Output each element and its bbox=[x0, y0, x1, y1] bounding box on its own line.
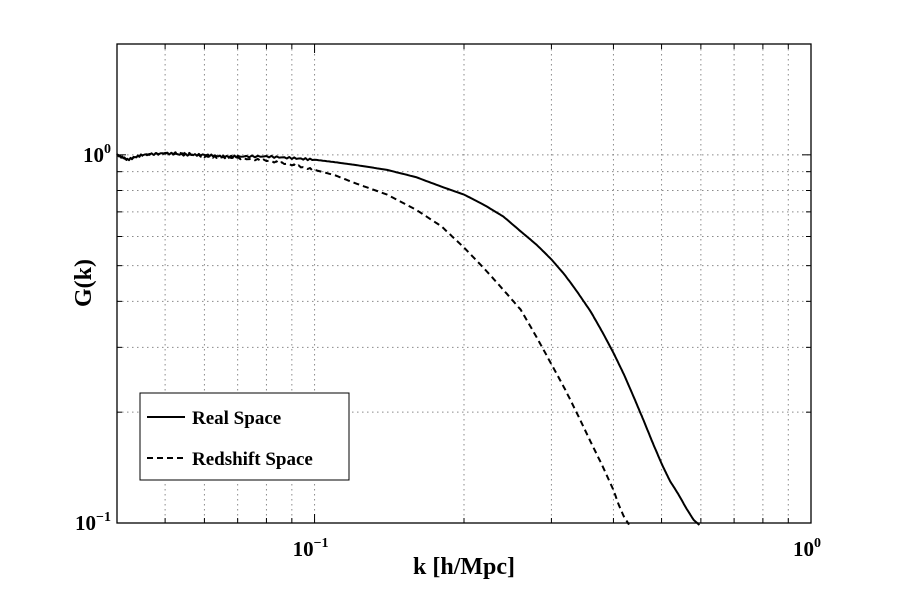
tick-labels: 10−1 100 10−1 100 bbox=[75, 142, 821, 561]
series-layer bbox=[116, 151, 701, 526]
y-tick-label: 10−1 bbox=[75, 510, 111, 535]
x-tick-label: 100 bbox=[793, 536, 821, 561]
x-tick-label: 10−1 bbox=[293, 536, 329, 561]
x-axis-label: k [h/Mpc] bbox=[413, 554, 515, 580]
legend-box bbox=[139, 392, 350, 481]
legend-label-real-space: Real Space bbox=[192, 408, 281, 429]
legend: Real Space Redshift Space bbox=[139, 392, 350, 481]
y-tick-label: 100 bbox=[83, 142, 111, 167]
ticks bbox=[116, 43, 812, 524]
series-line-redshift-space bbox=[116, 151, 630, 526]
y-axis-label: G(k) bbox=[71, 259, 97, 307]
legend-label-redshift-space: Redshift Space bbox=[192, 449, 313, 470]
